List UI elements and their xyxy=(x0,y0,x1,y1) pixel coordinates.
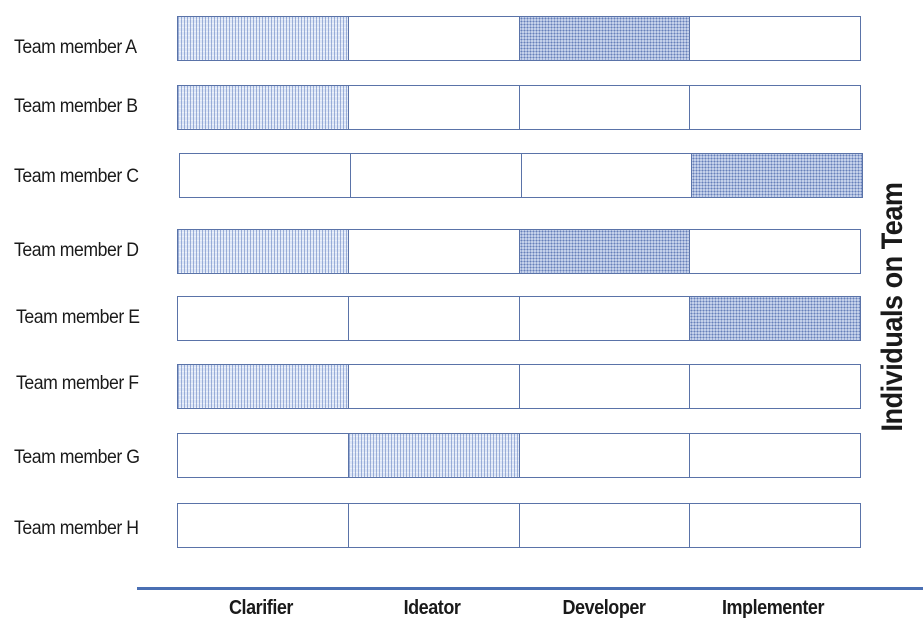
cell-implementer xyxy=(692,154,862,197)
cell-implementer xyxy=(690,365,860,408)
cell-clarifier xyxy=(180,154,351,197)
cell-ideator xyxy=(349,86,520,129)
cell-ideator xyxy=(351,154,522,197)
side-title: Individuals on Team xyxy=(876,182,909,432)
cell-implementer xyxy=(690,297,860,340)
role-bar-e xyxy=(177,296,861,341)
role-bar-f xyxy=(177,364,861,409)
cell-implementer xyxy=(690,230,860,273)
row-label-f: Team member F xyxy=(16,373,139,394)
cell-implementer xyxy=(690,86,860,129)
row-label-b: Team member B xyxy=(14,96,138,117)
role-bar-b xyxy=(177,85,861,130)
cell-ideator xyxy=(349,230,520,273)
cell-developer xyxy=(522,154,693,197)
role-bar-g xyxy=(177,433,861,478)
cell-developer xyxy=(520,86,691,129)
cell-developer xyxy=(520,365,691,408)
row-label-e: Team member E xyxy=(16,307,140,328)
row-label-d: Team member D xyxy=(14,240,139,261)
cell-developer xyxy=(520,297,691,340)
role-bar-h xyxy=(177,503,861,548)
cell-clarifier xyxy=(178,230,349,273)
row-label-h: Team member H xyxy=(14,518,139,539)
cell-clarifier xyxy=(178,434,349,477)
role-bar-a xyxy=(177,16,861,61)
cell-clarifier xyxy=(178,365,349,408)
column-label-clarifier: Clarifier xyxy=(229,597,293,619)
row-label-g: Team member G xyxy=(14,447,140,468)
cell-clarifier xyxy=(178,17,349,60)
role-bar-c xyxy=(179,153,863,198)
cell-implementer xyxy=(690,17,860,60)
column-label-developer: Developer xyxy=(562,597,646,619)
cell-developer xyxy=(520,434,691,477)
cell-developer xyxy=(520,504,691,547)
cell-implementer xyxy=(690,504,860,547)
cell-ideator xyxy=(349,297,520,340)
cell-ideator xyxy=(348,434,520,477)
row-label-c: Team member C xyxy=(14,166,139,187)
cell-developer xyxy=(519,17,691,60)
cell-implementer xyxy=(690,434,860,477)
axis-line xyxy=(137,587,923,590)
cell-ideator xyxy=(349,504,520,547)
cell-clarifier xyxy=(178,504,349,547)
cell-ideator xyxy=(349,17,520,60)
row-label-a: Team member A xyxy=(14,37,137,58)
column-label-ideator: Ideator xyxy=(403,597,461,619)
cell-developer xyxy=(519,230,691,273)
role-bar-d xyxy=(177,229,861,274)
column-label-implementer: Implementer xyxy=(721,597,825,619)
cell-clarifier xyxy=(178,297,349,340)
cell-clarifier xyxy=(178,86,349,129)
cell-ideator xyxy=(349,365,520,408)
